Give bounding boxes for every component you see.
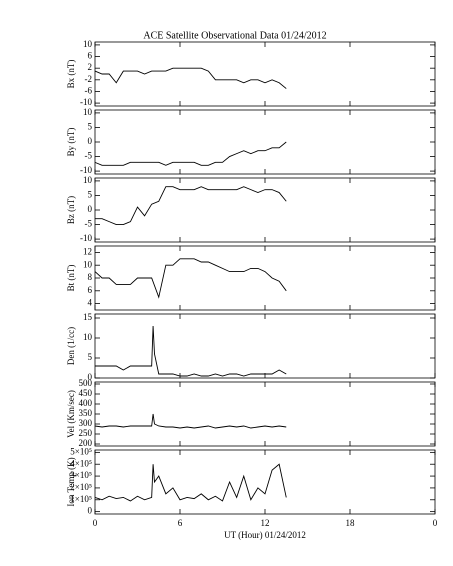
y-tick-label: 250: [79, 428, 93, 438]
data-line: [94, 258, 287, 299]
y-tick-label: -5: [85, 151, 93, 161]
panel-frame: [94, 41, 436, 107]
y-tick-label: 10: [83, 332, 93, 342]
x-axis-label: UT (Hour) 01/24/2012: [224, 530, 306, 540]
y-tick-label: 10: [83, 259, 93, 269]
y-tick-label: 15: [83, 312, 93, 322]
y-tick-label: 12: [83, 246, 92, 256]
data-line: [95, 186, 287, 226]
y-axis-label: Vel (Km/sec): [66, 390, 76, 438]
y-axis-label: Bx (nT): [66, 60, 76, 89]
y-tick-label: 5: [88, 190, 93, 200]
y-tick-label: 5×10⁵: [70, 446, 92, 456]
y-tick-label: 4×10⁵: [70, 458, 92, 468]
panel-frame: [94, 381, 436, 447]
y-tick-label: 10: [83, 39, 93, 49]
x-tick-label: 0: [93, 518, 98, 528]
y-tick-label: 5: [88, 352, 93, 362]
y-tick-label: 10: [83, 175, 93, 185]
x-tick-label: 6: [178, 518, 183, 528]
panel-frame: [94, 177, 436, 243]
y-tick-label: 0: [88, 136, 93, 146]
chart-title: ACE Satellite Observational Data 01/24/2…: [143, 30, 326, 41]
x-tick-label: 12: [261, 518, 270, 528]
y-tick-label: -2: [85, 74, 93, 84]
y-tick-label: 450: [79, 388, 93, 398]
y-tick-label: -10: [80, 233, 92, 243]
y-tick-label: 200: [79, 438, 93, 448]
data-line: [95, 325, 287, 377]
y-tick-label: 6: [88, 51, 93, 61]
y-tick-label: -10: [80, 165, 92, 175]
y-tick-label: 10: [83, 107, 93, 117]
y-tick-label: 8: [88, 272, 93, 282]
y-tick-label: 5: [88, 122, 93, 132]
y-axis-label: By (nT): [66, 128, 76, 157]
y-axis-label: Ion Temp (K): [66, 457, 76, 506]
y-tick-label: 350: [79, 408, 93, 418]
x-tick-label: 18: [346, 518, 356, 528]
data-line: [94, 463, 287, 502]
y-tick-label: 4: [88, 298, 93, 308]
y-tick-label: 3×10⁵: [70, 470, 92, 480]
data-line: [94, 413, 287, 429]
y-tick-label: 500: [79, 378, 93, 388]
y-tick-label: 300: [79, 418, 93, 428]
y-tick-label: -10: [80, 97, 92, 107]
y-tick-label: 0: [88, 372, 93, 382]
panel-frame: [94, 313, 436, 379]
y-axis-label: Den (1/cc): [66, 327, 76, 365]
y-tick-label: 0: [88, 204, 93, 214]
data-line: [94, 141, 287, 166]
y-tick-label: 0: [88, 506, 93, 516]
y-tick-label: 6: [88, 285, 93, 295]
y-tick-label: 1×10⁵: [70, 494, 92, 504]
y-axis-label: Bz (nT): [66, 196, 76, 224]
y-axis-label: Bt (nT): [66, 265, 76, 292]
y-tick-label: 2: [88, 62, 93, 72]
y-tick-label: 2×10⁵: [70, 482, 92, 492]
panel-frame: [94, 109, 436, 175]
y-tick-label: -6: [85, 86, 93, 96]
y-tick-label: -5: [85, 219, 93, 229]
x-tick-label: 0: [433, 518, 438, 528]
y-tick-label: 400: [79, 398, 93, 408]
data-line: [94, 67, 287, 89]
panel-frame: [94, 449, 436, 515]
